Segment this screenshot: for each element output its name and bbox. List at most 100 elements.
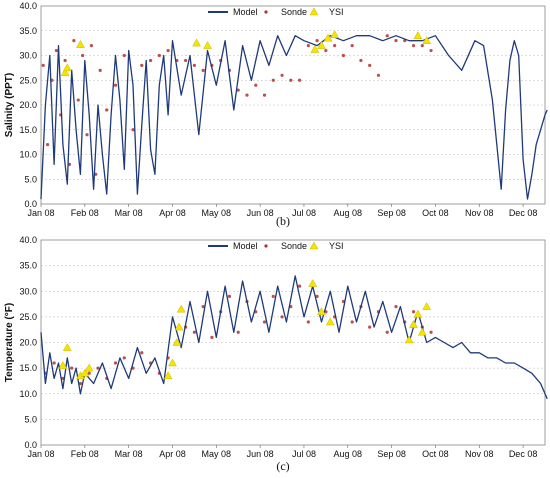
y-tick-label: 25.0 bbox=[19, 312, 37, 322]
x-tick-label: Dec 08 bbox=[509, 449, 538, 459]
y-tick-label: 10.0 bbox=[19, 389, 37, 399]
sonde-point bbox=[315, 294, 319, 298]
sonde-point bbox=[350, 44, 354, 48]
ysi-marker bbox=[192, 38, 202, 47]
y-tick-label: 15.0 bbox=[19, 125, 37, 135]
ysi-marker bbox=[60, 68, 70, 77]
y-tick-label: 30.0 bbox=[19, 286, 37, 296]
sonde-point bbox=[262, 320, 267, 324]
y-tick-label: 5.0 bbox=[24, 414, 37, 424]
sonde-point bbox=[350, 320, 354, 324]
ysi-marker bbox=[308, 279, 318, 287]
x-tick-label: Apr 08 bbox=[159, 208, 186, 218]
legend-label: YSI bbox=[329, 241, 344, 251]
ysi-marker bbox=[174, 322, 184, 331]
sonde-point bbox=[54, 48, 58, 53]
y-tick-label: 30.0 bbox=[19, 51, 37, 61]
sonde-point bbox=[201, 305, 205, 309]
x-tick-label: Oct 08 bbox=[422, 449, 449, 459]
ysi-marker bbox=[317, 41, 326, 49]
sonde-point bbox=[359, 58, 363, 63]
panel-label: (c) bbox=[276, 459, 289, 473]
model-series-line bbox=[40, 35, 548, 200]
sonde-point bbox=[315, 39, 319, 43]
x-tick-label: Jan 08 bbox=[27, 449, 54, 459]
y-tick-label: 20.0 bbox=[19, 338, 37, 348]
legend-label: Sonde bbox=[281, 241, 307, 251]
x-tick-label: Feb 08 bbox=[71, 449, 99, 459]
sonde-point bbox=[306, 320, 310, 324]
y-tick-label: 40.0 bbox=[19, 235, 37, 245]
ysi-marker bbox=[84, 363, 94, 372]
sonde-point bbox=[98, 68, 102, 72]
y-tick-label: 15.0 bbox=[19, 363, 37, 373]
y-axis-label: Salinity (PPT) bbox=[4, 73, 15, 137]
sonde-point bbox=[297, 78, 302, 82]
sonde-point bbox=[113, 83, 118, 87]
legend-label: YSI bbox=[329, 7, 344, 17]
ysi-marker bbox=[422, 36, 432, 44]
ysi-marker bbox=[422, 302, 432, 310]
x-tick-label: Sep 08 bbox=[377, 449, 406, 459]
sonde-point bbox=[420, 44, 424, 48]
ysi-marker bbox=[413, 309, 423, 318]
legend-label: Model bbox=[233, 7, 258, 17]
ysi-marker bbox=[323, 33, 333, 42]
x-tick-label: May 08 bbox=[202, 449, 232, 459]
ysi-marker bbox=[203, 41, 212, 49]
ysi-marker bbox=[168, 358, 177, 367]
sonde-point bbox=[280, 315, 284, 319]
sonde-point bbox=[131, 128, 135, 132]
sonde-point bbox=[192, 63, 196, 67]
sonde-point bbox=[184, 58, 188, 63]
sonde-point bbox=[376, 73, 381, 77]
x-tick-label: Jul 08 bbox=[292, 449, 316, 459]
sonde-point bbox=[271, 294, 275, 298]
sonde-point bbox=[368, 325, 372, 329]
x-tick-label: Dec 08 bbox=[509, 208, 538, 218]
legend-label: Model bbox=[233, 241, 258, 251]
y-tick-label: 20.0 bbox=[19, 100, 37, 110]
sonde-point bbox=[324, 48, 328, 53]
sonde-point bbox=[122, 356, 126, 360]
sonde-point bbox=[70, 366, 74, 370]
sonde-point bbox=[45, 143, 50, 147]
sonde-point bbox=[52, 361, 56, 365]
x-tick-label: May 08 bbox=[202, 208, 232, 218]
ysi-marker bbox=[417, 327, 427, 336]
y-tick-label: 35.0 bbox=[19, 26, 37, 36]
sonde-point bbox=[87, 371, 91, 375]
sonde-point bbox=[192, 330, 196, 334]
sonde-point bbox=[166, 48, 170, 53]
ysi-marker bbox=[163, 371, 173, 380]
sonde-point bbox=[271, 78, 275, 82]
model-series-line bbox=[40, 275, 548, 400]
sonde-point bbox=[78, 381, 83, 386]
ysi-marker bbox=[325, 317, 335, 326]
sonde-point bbox=[41, 63, 45, 67]
x-tick-label: Aug 08 bbox=[334, 449, 363, 459]
ysi-marker bbox=[404, 335, 414, 344]
y-tick-label: 0.0 bbox=[24, 199, 37, 209]
sonde-point bbox=[411, 44, 416, 48]
y-tick-label: 0.0 bbox=[24, 440, 37, 450]
salinity-panel: 0.0 5.0 10.0 15.0 20.0 25.0 30.0 35.0 40.0 Jan 08… bbox=[4, 1, 548, 228]
y-tick-label: 35.0 bbox=[19, 261, 37, 271]
legend: Model Sonde YSI bbox=[208, 241, 344, 251]
sonde-series bbox=[43, 284, 433, 386]
sonde-point bbox=[122, 53, 126, 58]
sonde-point bbox=[394, 39, 398, 43]
panel-label: (b) bbox=[276, 214, 290, 228]
temperature-panel: 0.0 5.0 10.0 15.0 20.0 25.0 30.0 35.0 40.0 Jan 08… bbox=[4, 235, 548, 473]
sonde-point bbox=[140, 63, 144, 67]
ysi-series bbox=[60, 30, 432, 77]
ysi-marker bbox=[76, 40, 85, 48]
sonde-point bbox=[254, 83, 258, 87]
ysi-marker bbox=[172, 337, 182, 346]
sonde-point bbox=[105, 108, 109, 112]
x-tick-label: Oct 08 bbox=[422, 208, 449, 218]
sonde-point bbox=[368, 63, 372, 67]
ysi-marker bbox=[58, 361, 68, 369]
sonde-point bbox=[148, 58, 153, 63]
sonde-point bbox=[280, 73, 284, 77]
